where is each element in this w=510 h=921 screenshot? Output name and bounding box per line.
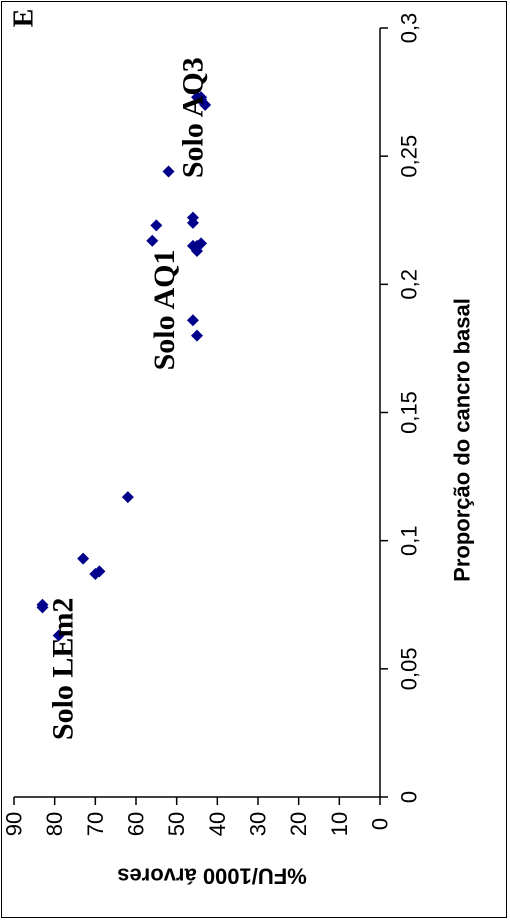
data-points (36, 91, 212, 642)
data-point (162, 165, 175, 178)
data-point (36, 598, 49, 611)
y-ticks: 0 10 20 30 40 50 60 70 80 90 (2, 797, 393, 836)
y-axis-label: %FU/1000 árvores (117, 864, 307, 889)
x-tick-label: 0,25 (397, 135, 422, 178)
data-point (186, 314, 199, 327)
annotation-label: Solo AQ1 (148, 250, 181, 371)
annotations: Solo LEm2 Solo AQ1 Solo AQ3 (46, 57, 209, 740)
y-tick-label: 80 (42, 812, 67, 836)
data-point (195, 237, 208, 250)
y-tick-label: 0 (368, 818, 393, 830)
y-tick-label: 70 (83, 812, 108, 836)
y-tick-label: 10 (327, 812, 352, 836)
annotation-label: Solo LEm2 (46, 598, 79, 741)
x-tick-label: 0,3 (397, 13, 422, 44)
data-point (93, 565, 106, 578)
panel-label: E (9, 9, 40, 28)
data-point (77, 552, 90, 565)
data-point (121, 491, 134, 504)
x-axis-label: Proporção do cancro basal (450, 298, 475, 582)
x-tick-label: 0 (397, 791, 422, 803)
x-tick-label: 0,05 (397, 647, 422, 690)
annotation-label: Solo AQ3 (176, 57, 209, 178)
x-tick-label: 0,1 (397, 525, 422, 556)
x-ticks: 0 0,05 0,1 0,15 0,2 0,25 0,3 (380, 13, 422, 803)
axes: 0 0,05 0,1 0,15 0,2 0,25 0,3 0 10 20 30 40 50 60 70 80… (2, 13, 422, 837)
y-tick-label: 60 (124, 812, 149, 836)
data-point (150, 219, 163, 232)
data-point (52, 629, 65, 642)
y-tick-label: 40 (205, 812, 230, 836)
data-point (191, 329, 203, 342)
y-tick-label: 30 (246, 812, 271, 836)
y-tick-label: 50 (164, 812, 189, 836)
data-point (186, 211, 199, 224)
x-tick-label: 0,2 (397, 269, 422, 300)
y-tick-label: 90 (2, 812, 27, 836)
data-point (146, 234, 159, 247)
y-tick-label: 20 (286, 812, 311, 836)
data-point (195, 91, 208, 104)
x-tick-label: 0,15 (397, 391, 422, 434)
